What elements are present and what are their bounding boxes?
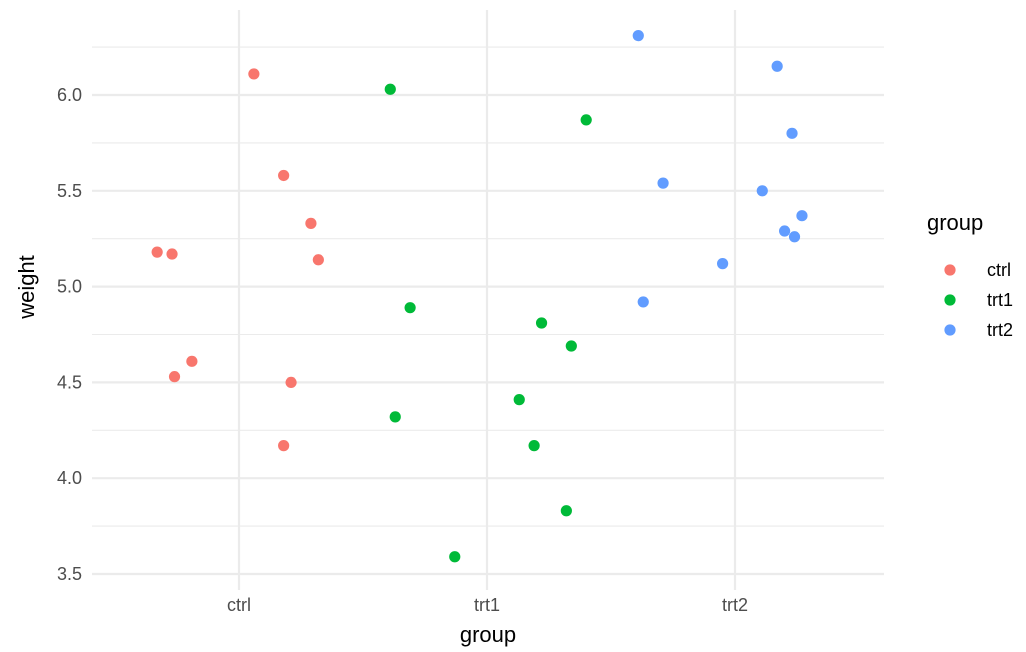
data-point-ctrl (168, 371, 181, 383)
data-point-ctrl (278, 440, 290, 452)
data-point-trt2 (657, 177, 669, 189)
legend-label-ctrl: ctrl (987, 260, 1011, 280)
data-point-trt1 (389, 411, 401, 423)
data-point-ctrl (248, 68, 260, 80)
legend: group ctrl trt1 trt2 (927, 210, 1013, 340)
data-point-trt1 (449, 551, 461, 563)
data-points (151, 30, 808, 563)
legend-key-trt2 (944, 324, 956, 336)
data-point-ctrl (305, 217, 317, 229)
data-point-trt2 (637, 296, 649, 308)
grid (92, 10, 884, 590)
x-axis-ticks: ctrl trt1 trt2 (227, 595, 748, 615)
x-tick-label: trt1 (474, 595, 500, 615)
data-point-trt2 (632, 30, 644, 42)
legend-label-trt2: trt2 (987, 320, 1013, 340)
data-point-trt1 (560, 505, 572, 517)
data-point-trt2 (771, 60, 783, 72)
legend-label-trt1: trt1 (987, 290, 1013, 310)
data-point-trt1 (565, 340, 577, 352)
data-point-ctrl (166, 248, 178, 260)
data-point-ctrl (278, 169, 290, 182)
data-point-trt1 (404, 302, 416, 314)
data-point-trt2 (717, 258, 729, 270)
y-tick-label: 5.0 (57, 277, 82, 297)
x-tick-label: ctrl (227, 595, 251, 615)
x-axis-title: group (460, 622, 516, 647)
y-tick-label: 6.0 (57, 85, 82, 105)
legend-title: group (927, 210, 983, 235)
data-point-trt1 (580, 114, 592, 126)
y-tick-label: 5.5 (57, 181, 82, 201)
data-point-trt1 (513, 394, 525, 406)
y-tick-label: 3.5 (57, 564, 82, 584)
y-tick-label: 4.0 (57, 468, 82, 488)
legend-key-ctrl (944, 264, 956, 276)
data-point-trt2 (788, 231, 801, 243)
y-axis-ticks: 3.5 4.0 4.5 5.0 5.5 6.0 (57, 85, 82, 584)
data-point-trt2 (796, 210, 808, 222)
data-point-trt2 (756, 185, 768, 197)
legend-key-trt1 (944, 294, 956, 306)
data-point-ctrl (285, 376, 297, 388)
data-point-trt1 (384, 83, 396, 95)
data-point-ctrl (151, 246, 163, 258)
y-axis-title: weight (14, 255, 39, 320)
data-point-trt1 (528, 440, 540, 452)
y-tick-label: 4.5 (57, 372, 82, 392)
legend-items: ctrl trt1 trt2 (944, 260, 1013, 340)
data-point-trt1 (535, 317, 548, 329)
data-point-trt2 (786, 127, 798, 139)
data-point-ctrl (312, 254, 324, 266)
data-point-trt2 (779, 225, 791, 237)
data-point-ctrl (186, 355, 198, 367)
x-tick-label: trt2 (722, 595, 748, 615)
